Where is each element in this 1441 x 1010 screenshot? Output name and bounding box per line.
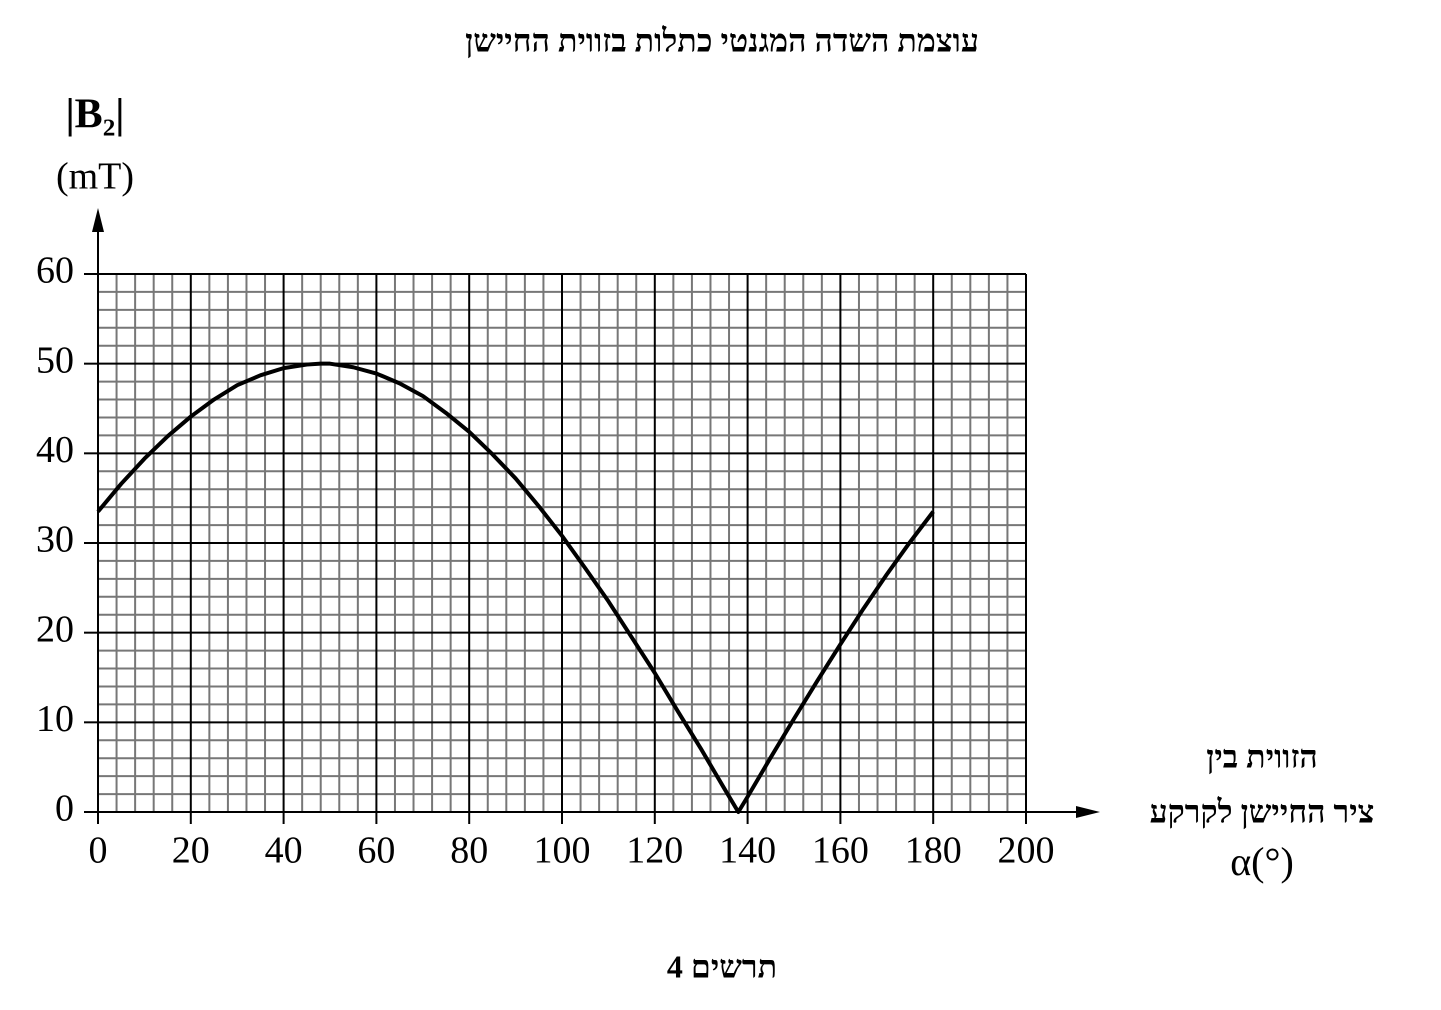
x-tick-label: 160 <box>812 830 869 872</box>
x-tick-label: 180 <box>905 830 962 872</box>
y-tick-label: 10 <box>36 698 74 740</box>
x-tick-label: 20 <box>172 830 210 872</box>
chart-title: עוצמת השדה המגנטי כתלות בזווית החיישן <box>465 22 979 58</box>
y-tick-label: 40 <box>36 429 74 471</box>
y-axis-unit: (mT) <box>56 156 134 198</box>
y-tick-label: 0 <box>55 788 74 830</box>
x-tick-label: 140 <box>719 830 776 872</box>
y-tick-label: 20 <box>36 608 74 650</box>
x-axis-label: ציר החיישן לקרקע <box>1150 793 1375 829</box>
y-axis-label: |B₂| <box>65 92 124 138</box>
x-tick-label: 100 <box>534 830 591 872</box>
data-line <box>96 361 935 814</box>
x-axis-label: α(°) <box>1230 839 1294 884</box>
x-tick-label: 0 <box>89 830 108 872</box>
x-tick-label: 200 <box>998 830 1055 872</box>
x-tick-label: 40 <box>265 830 303 872</box>
y-tick-label: 30 <box>36 519 74 561</box>
x-tick-label: 120 <box>626 830 683 872</box>
y-tick-label: 60 <box>36 250 74 292</box>
y-axis-arrow <box>92 208 104 232</box>
x-tick-label: 80 <box>450 830 488 872</box>
caption: תרשים 4 <box>667 948 777 984</box>
x-axis-label: הזווית בין <box>1206 738 1318 774</box>
x-axis-arrow <box>1076 806 1100 818</box>
y-tick-label: 50 <box>36 339 74 381</box>
grid <box>97 273 1027 813</box>
x-tick-label: 60 <box>357 830 395 872</box>
